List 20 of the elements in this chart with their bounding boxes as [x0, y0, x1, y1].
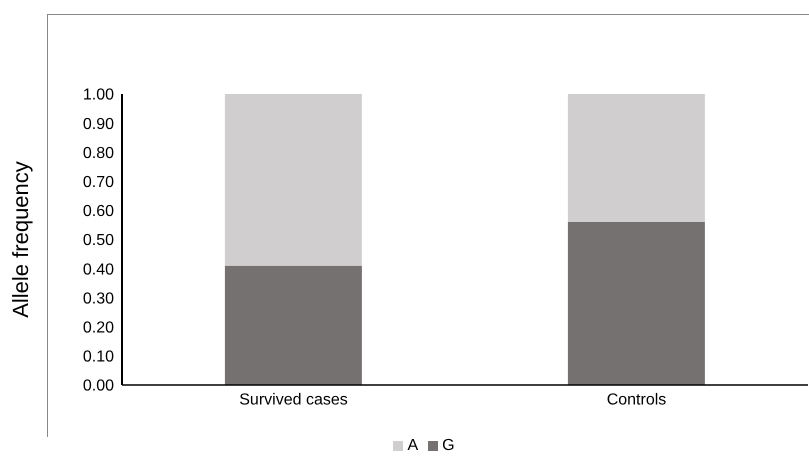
- y-tick-label: 0.90: [82, 116, 114, 133]
- y-tick-label: 0.20: [82, 319, 114, 336]
- y-tick-label: 0.70: [82, 174, 114, 191]
- y-axis-title: Allele frequency: [8, 161, 33, 318]
- legend-label: G: [442, 437, 455, 454]
- y-tick-label: 0.00: [82, 378, 114, 395]
- y-tick-label: 0.80: [82, 144, 114, 162]
- bar: [568, 222, 705, 385]
- y-tick-label: 0.60: [82, 203, 114, 220]
- x-tick-label: Controls: [606, 391, 666, 408]
- bar: [568, 94, 705, 222]
- y-tick-label: 0.40: [82, 261, 114, 278]
- x-tick-label: Survived cases: [239, 391, 348, 408]
- y-tick-label: 1.00: [82, 86, 114, 104]
- bar: [224, 266, 362, 385]
- y-tick-label: 0.30: [82, 290, 114, 308]
- y-tick-label: 0.50: [82, 232, 114, 250]
- y-tick-label: 0.10: [82, 348, 114, 366]
- legend-label: A: [407, 437, 418, 454]
- bar: [224, 94, 362, 266]
